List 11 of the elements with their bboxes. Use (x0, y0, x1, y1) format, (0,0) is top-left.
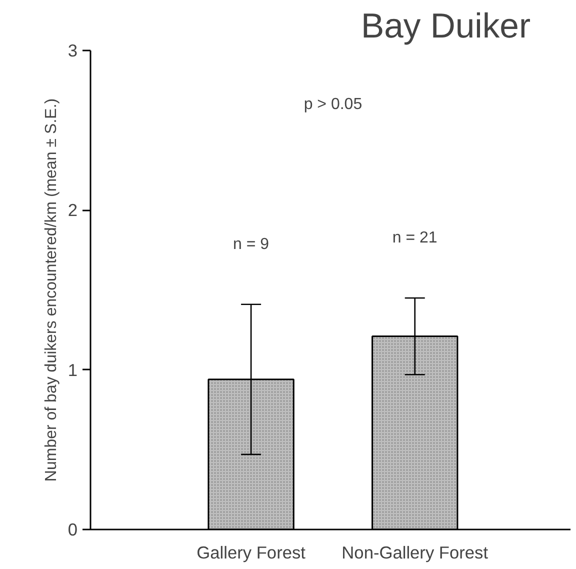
annotation: n = 21 (392, 230, 438, 247)
annotation: p > 0.05 (304, 96, 362, 114)
y-tick-label: 1 (68, 360, 78, 380)
annotation: n = 9 (233, 236, 270, 253)
chart-title: Bay Duiker (361, 8, 531, 46)
y-tick-label: 2 (68, 200, 78, 220)
x-tick-label: Gallery Forest (196, 542, 306, 562)
x-tick-label: Non-Gallery Forest (342, 542, 488, 562)
y-axis-title: Number of bay duikers encountered/km (mean ± S.E.) (42, 98, 60, 482)
y-tick-label: 3 (68, 40, 78, 60)
y-tick-label: 0 (68, 520, 78, 540)
